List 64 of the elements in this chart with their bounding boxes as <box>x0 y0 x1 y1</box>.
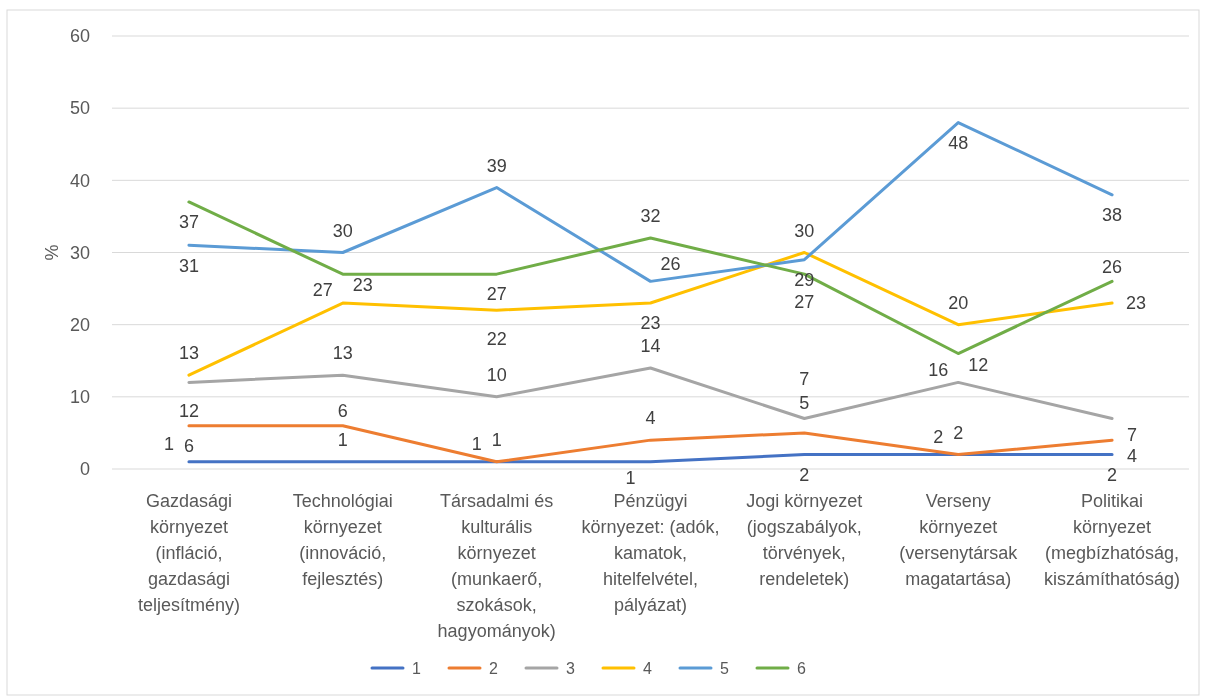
data-label: 31 <box>178 255 199 276</box>
x-tick-label: Gazdasági környezet (infláció, gazdasági teljesítmény) <box>137 491 240 616</box>
legend-label: 2 <box>489 659 498 677</box>
y-tick-label: 60 <box>69 26 90 47</box>
data-label: 4 <box>645 408 656 429</box>
data-label: 14 <box>640 336 661 357</box>
data-label: 22 <box>486 328 507 349</box>
data-label: 32 <box>640 206 661 227</box>
y-tick-label: 50 <box>69 98 90 119</box>
data-label: 10 <box>486 365 507 386</box>
data-label: 1 <box>163 434 174 455</box>
data-label: 16 <box>928 359 949 380</box>
data-label: 6 <box>337 401 348 421</box>
x-tick-label: Verseny környezet (versenytársak magatartása) <box>899 491 1019 590</box>
data-label: 7 <box>1127 424 1138 445</box>
data-label: 39 <box>486 155 507 176</box>
legend-label: 1 <box>412 659 421 677</box>
data-label: 26 <box>660 253 681 274</box>
line-series <box>187 424 1114 464</box>
y-tick-label: 30 <box>69 242 90 263</box>
data-label: 20 <box>948 292 969 313</box>
x-tick-label: Társadalmi és kulturális környezet (munkaerő, szokások, hagyományok) <box>437 491 556 642</box>
data-label: 23 <box>352 275 373 296</box>
data-label: 23 <box>1126 293 1147 314</box>
legend-label: 6 <box>797 659 806 677</box>
x-tick-label: Jogi környezet (jogszabályok, törvények, rendeletek) <box>746 491 863 590</box>
data-label: 37 <box>178 212 199 233</box>
data-label: 30 <box>794 220 815 241</box>
data-label: 23 <box>640 313 661 334</box>
data-label: 6 <box>183 436 194 456</box>
data-label: 1 <box>337 430 348 451</box>
data-label: 2 <box>799 464 810 485</box>
data-label: 1 <box>625 468 636 489</box>
data-label: 1 <box>471 434 482 455</box>
y-tick-label: 40 <box>69 170 90 191</box>
data-label: 12 <box>178 400 199 421</box>
y-axis-title: % <box>42 244 63 261</box>
data-label: 30 <box>332 220 353 241</box>
x-tick-label: Pénzügyi környezet: (adók, kamatok, hitelfelvétel, pályázat) <box>581 491 720 616</box>
y-tick-label: 10 <box>69 387 90 408</box>
x-tick-label: Politikai környezet (megbízhatóság, kiszámíthatóság) <box>1044 491 1181 590</box>
x-tick-label: Technológiai környezet (innováció, fejlesztés) <box>292 491 393 590</box>
data-label: 13 <box>178 343 199 364</box>
legend-label: 3 <box>566 659 575 677</box>
data-label: 5 <box>799 393 810 414</box>
data-label: 2 <box>953 422 964 443</box>
data-label: 38 <box>1102 205 1123 226</box>
legend-label: 5 <box>720 659 729 677</box>
data-label: 13 <box>332 343 353 364</box>
data-label: 29 <box>794 270 815 291</box>
data-label: 7 <box>799 368 810 389</box>
data-label: 2 <box>933 426 944 447</box>
legend-label: 4 <box>643 659 652 677</box>
data-label: 27 <box>794 292 815 313</box>
data-label: 12 <box>968 354 989 375</box>
data-label: 27 <box>486 284 507 305</box>
data-label: 1 <box>491 430 502 451</box>
y-tick-label: 20 <box>69 314 90 335</box>
data-label: 48 <box>948 132 969 153</box>
y-tick-label: 0 <box>79 459 90 480</box>
data-label: 2 <box>1107 464 1118 485</box>
data-label: 27 <box>312 280 333 301</box>
data-label: 26 <box>1102 256 1123 277</box>
data-label: 4 <box>1127 446 1138 467</box>
